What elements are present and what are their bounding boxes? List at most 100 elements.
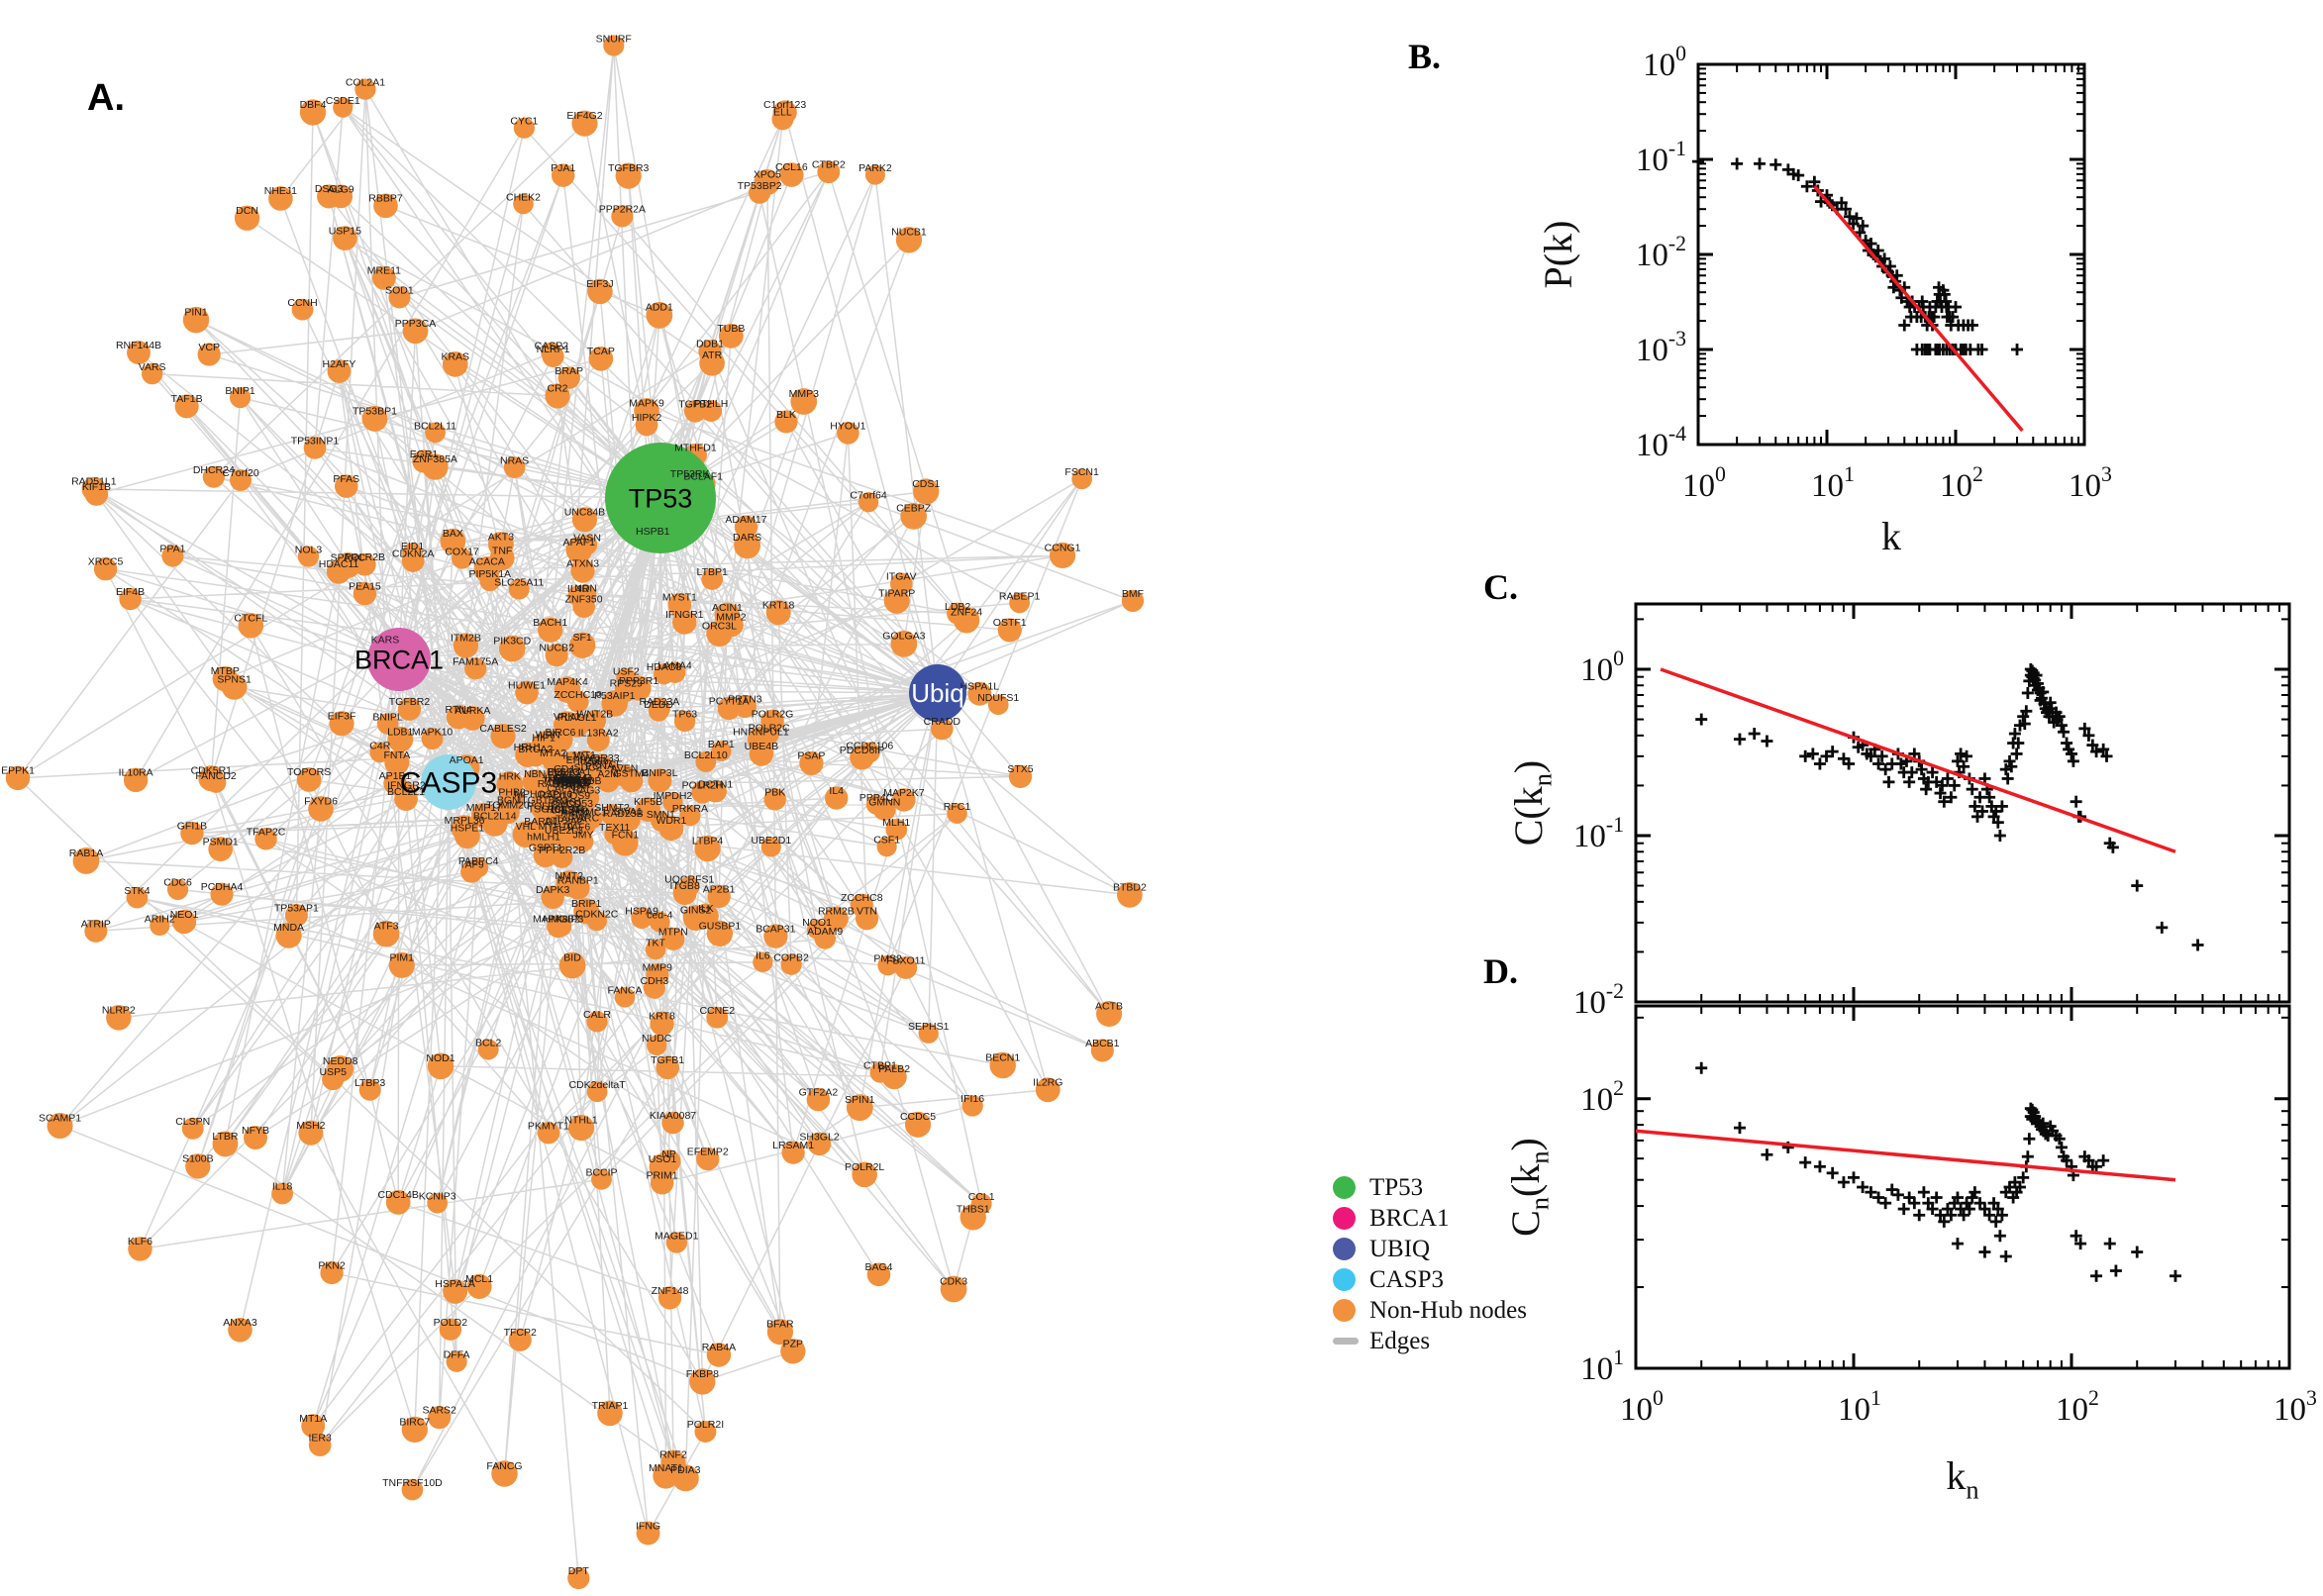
network-node-label: MAPK10 [412, 726, 454, 738]
network-node-label: MMP2 [716, 612, 746, 624]
network-node-label: SIVA1 [614, 806, 643, 818]
network-node-label: AP2B1 [703, 883, 736, 895]
network-node-label: ZNF148 [652, 1285, 689, 1297]
network-node-label: TOPORS [287, 766, 331, 778]
network-node-label: PIM1 [390, 951, 415, 963]
network-node-label: KCNIP3 [419, 1190, 456, 1202]
hub-label-casp3: CASP3 [400, 767, 497, 800]
network-node-label: POLD2 [434, 1317, 468, 1329]
network-node [650, 1011, 674, 1037]
network-node [947, 602, 969, 625]
network-node-label: RTN4 [446, 704, 472, 716]
network-node [587, 278, 613, 305]
network-node [781, 1141, 805, 1164]
network-node [150, 915, 170, 937]
network-node [689, 1368, 716, 1395]
network-node-label: PTS [561, 774, 581, 786]
network-node [987, 694, 1009, 716]
hub-label-tp53: TP53 [629, 483, 693, 513]
network-node-label: TIPARP [878, 587, 915, 599]
network-node [210, 882, 234, 906]
network-node [611, 205, 634, 228]
network-node [574, 814, 596, 837]
network-node [656, 1055, 680, 1080]
network-node [397, 697, 422, 721]
network-node [212, 1131, 239, 1157]
network-node [825, 786, 849, 810]
network-node-label: GINS2 [680, 905, 712, 917]
network-node [961, 1095, 983, 1117]
network-node [648, 701, 669, 722]
network-node-label: HMGB2 [543, 914, 580, 926]
network-node-label: CTBP2 [812, 159, 846, 171]
network-node-label: LDB2 [945, 601, 970, 613]
network-node-label: MYH10 [539, 821, 573, 833]
network-node-label: PCYT1A [709, 695, 750, 707]
network-node-label: FNTA [383, 749, 410, 761]
network-node-label: HSPB1 [636, 526, 670, 538]
panel-c-fit-line [1660, 667, 2176, 853]
network-node-label: BTBD2 [1113, 881, 1147, 893]
network-node-label: MPHOSPH6 [514, 788, 572, 800]
network-node-label: RNF144B [116, 340, 161, 351]
panel-c-plot: 100 10-1 10-2 C(kn) [1506, 602, 2291, 1021]
network-node [695, 751, 717, 772]
network-node [615, 162, 642, 189]
network-node-label: POLR2G [752, 708, 794, 720]
network-node-label: RAD23A [639, 696, 679, 708]
network-node [894, 955, 918, 979]
network-node [904, 1111, 932, 1138]
network-node [557, 366, 580, 389]
network-nodes [5, 35, 1145, 1590]
network-node [780, 953, 802, 975]
node-swatch-icon [1333, 1299, 1356, 1322]
network-node-label: FXYD6 [304, 796, 338, 808]
network-node-label: TP53BP1 [353, 405, 397, 417]
network-node [658, 816, 684, 842]
network-node-label: FANCA [608, 985, 643, 997]
network-node-label: KIF5B [634, 796, 662, 808]
network-node-label: FSCN1 [1064, 466, 1099, 478]
network-node-label: DHCR24 [193, 464, 235, 476]
network-node [320, 1260, 344, 1285]
network-node-label: RANBP1 [557, 875, 599, 887]
network-node-label: TFAP2C [247, 826, 286, 838]
network-node [503, 456, 526, 479]
network-node-label: C1orf123 [763, 99, 806, 111]
network-node [643, 976, 665, 999]
network-node [542, 345, 564, 367]
network-node-label: MRE11 [367, 265, 401, 277]
network-node-label: TGFBR2 [389, 696, 431, 708]
x-axis-label: kn [1946, 1453, 1978, 1505]
network-node-label: BCL2L11 [414, 420, 456, 432]
network-node [554, 676, 581, 703]
network-node-label: CDH3 [641, 975, 669, 987]
network-node [558, 951, 586, 979]
y-axis-tick-label: 10-2 [1636, 232, 1686, 273]
network-node [574, 762, 601, 789]
network-node-label: MAGED1 [655, 1230, 699, 1242]
network-node-label: UQCRFS1 [664, 874, 714, 886]
network-node-label: COL2A1 [346, 76, 385, 88]
network-node [301, 1414, 326, 1439]
network-node-label: ATR [702, 349, 723, 361]
y-axis-label: Cn(kn) [1503, 1138, 1555, 1237]
network-node [565, 876, 590, 900]
network-node-label: CCL1 [968, 1191, 995, 1203]
network-node-label: LTBR [212, 1131, 238, 1143]
network-node-label: CCNG1 [1045, 542, 1081, 553]
network-node-label: NEO1 [170, 909, 199, 921]
network-node-label: OSTF1 [993, 617, 1027, 629]
network-node-label: ANXA3 [223, 1317, 257, 1329]
network-node [425, 422, 446, 444]
network-node-label: POLR2H [682, 779, 724, 791]
network-node-label: NLRP1 [537, 344, 570, 355]
network-node [468, 857, 489, 878]
network-node-label: C7orf20 [222, 467, 259, 479]
network-node [522, 769, 548, 794]
network-node [646, 302, 673, 329]
network-node-label: AVEN [611, 763, 639, 775]
network-node [477, 1039, 499, 1060]
network-node [296, 767, 322, 792]
network-node [513, 117, 535, 139]
